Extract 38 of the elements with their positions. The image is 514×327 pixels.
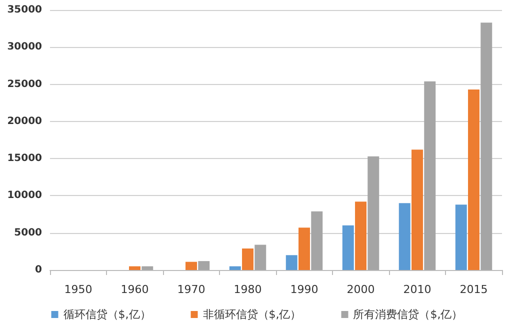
bar: [412, 150, 423, 270]
bar: [229, 266, 241, 270]
y-tick-label: 30000: [7, 42, 42, 53]
y-tick-label: 5000: [14, 227, 42, 238]
bar: [129, 266, 140, 270]
bar: [311, 211, 323, 270]
y-tick-label: 20000: [7, 116, 42, 127]
bar: [342, 225, 354, 270]
legend-label: 非循环信贷（$,亿）: [202, 308, 302, 321]
x-tick-label: 1980: [234, 283, 262, 296]
x-tick-label: 1950: [64, 283, 92, 296]
bar: [398, 203, 410, 270]
bar: [424, 81, 436, 270]
x-tick-label: 1990: [290, 283, 318, 296]
bar: [468, 89, 480, 270]
y-tick-label: 25000: [7, 78, 42, 90]
legend-label: 循环信贷（$,亿）: [63, 308, 151, 321]
bar: [186, 262, 197, 270]
y-tick-label: 35000: [7, 4, 42, 16]
bar: [198, 261, 210, 270]
y-tick-label: 15000: [7, 153, 42, 164]
y-tick-label: 0: [35, 264, 42, 276]
x-tick-label: 2015: [460, 283, 488, 296]
bar: [254, 244, 266, 270]
x-tick-label: 2000: [346, 283, 375, 296]
bar: [298, 228, 310, 270]
y-tick-label: 10000: [7, 190, 42, 202]
bar: [480, 22, 492, 270]
x-tick-label: 2010: [403, 283, 432, 296]
bar: [368, 156, 380, 270]
x-tick-label: 1970: [177, 283, 206, 296]
bar: [355, 202, 366, 270]
x-tick-label: 1960: [120, 283, 149, 296]
legend-label: 所有消费信贷（$,亿）: [353, 308, 463, 321]
bar: [455, 204, 467, 270]
bar: [142, 266, 154, 270]
bar: [286, 255, 298, 270]
bar: [242, 248, 254, 270]
